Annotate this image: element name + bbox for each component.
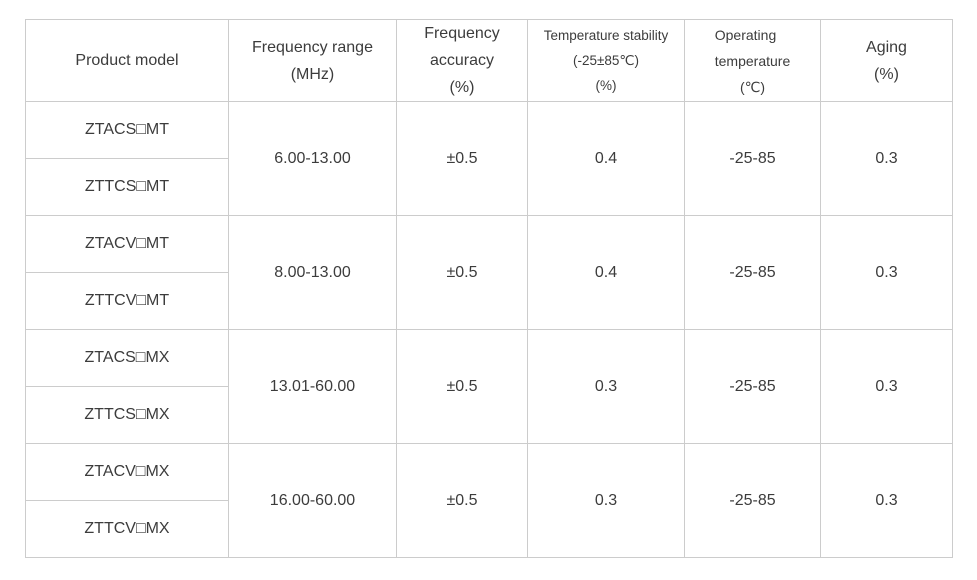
col-header-temperature-stability: Temperature stability (-25±85℃) (%)	[527, 19, 685, 102]
product-model-cell: ZTTCV□MX	[25, 500, 229, 558]
operating-temperature-cell: -25-85	[684, 329, 821, 444]
header-line: (MHz)	[290, 65, 335, 83]
product-model-cell: ZTACV□MT	[25, 215, 229, 273]
operating-temperature-cell: -25-85	[684, 101, 821, 216]
product-model-cell: ZTACV□MX	[25, 443, 229, 501]
temperature-stability-cell: 0.4	[527, 101, 685, 216]
header-line: (%)	[449, 79, 475, 96]
table-row: ZTACV□MT 8.00-13.00 ±0.5 0.4 -25-85 0.3	[25, 215, 953, 330]
frequency-range-cell: 8.00-13.00	[228, 215, 397, 330]
product-model-cell: ZTACS□MT	[25, 101, 229, 159]
header-row: Product model Frequency range (MHz) Freq…	[25, 19, 953, 102]
aging-cell: 0.3	[820, 329, 953, 444]
table-row: ZTTCV□MX	[25, 500, 953, 558]
aging-cell: 0.3	[820, 215, 953, 330]
product-model-cell: ZTTCS□MT	[25, 158, 229, 216]
header-line: accuracy	[429, 52, 495, 69]
header-line: Operating	[714, 26, 777, 43]
frequency-accuracy-cell: ±0.5	[396, 101, 528, 216]
col-header-frequency-accuracy: Frequency accuracy (%)	[396, 19, 528, 102]
header-line: Frequency	[424, 25, 500, 42]
aging-cell: 0.3	[820, 443, 953, 558]
header-line: (%)	[874, 65, 899, 83]
product-model-cell: ZTTCS□MX	[25, 386, 229, 444]
header-line: Product model	[75, 52, 179, 69]
aging-cell: 0.3	[820, 101, 953, 216]
col-header-aging: Aging (%)	[820, 19, 953, 102]
header-line: Frequency range	[252, 38, 373, 56]
col-header-product-model: Product model	[25, 19, 229, 102]
product-model-cell: ZTTCV□MT	[25, 272, 229, 330]
header-line: (-25±85℃)	[572, 53, 640, 68]
table-row: ZTTCV□MT	[25, 272, 953, 330]
frequency-range-cell: 13.01-60.00	[228, 329, 397, 444]
operating-temperature-cell: -25-85	[684, 443, 821, 558]
header-line: temperature	[714, 52, 791, 69]
table-row: ZTACV□MX 16.00-60.00 ±0.5 0.3 -25-85 0.3	[25, 443, 953, 558]
header-line: (℃)	[739, 78, 766, 95]
table-body: ZTACS□MT 6.00-13.00 ±0.5 0.4 -25-85 0.3 ZTTCS□…	[25, 101, 953, 558]
temperature-stability-cell: 0.3	[527, 443, 685, 558]
frequency-range-cell: 6.00-13.00	[228, 101, 397, 216]
table-row: ZTACS□MX 13.01-60.00 ±0.5 0.3 -25-85 0.3	[25, 329, 953, 444]
operating-temperature-cell: -25-85	[684, 215, 821, 330]
table-row: ZTTCS□MT	[25, 158, 953, 216]
table-row: ZTACS□MT 6.00-13.00 ±0.5 0.4 -25-85 0.3	[25, 101, 953, 216]
header-text-block: Operating temperature (℃)	[715, 22, 790, 100]
frequency-accuracy-cell: ±0.5	[396, 329, 528, 444]
col-header-frequency-range: Frequency range (MHz)	[228, 19, 397, 102]
temperature-stability-cell: 0.3	[527, 329, 685, 444]
col-header-operating-temperature: Operating temperature (℃)	[684, 19, 821, 102]
frequency-range-cell: 16.00-60.00	[228, 443, 397, 558]
product-model-cell: ZTACS□MX	[25, 329, 229, 387]
temperature-stability-cell: 0.4	[527, 215, 685, 330]
header-line: Aging	[866, 38, 907, 56]
product-spec-table: Product model Frequency range (MHz) Freq…	[25, 19, 953, 558]
header-line: (%)	[595, 78, 617, 93]
stray-dot: .	[643, 8, 648, 25]
frequency-accuracy-cell: ±0.5	[396, 215, 528, 330]
table-row: ZTTCS□MX	[25, 386, 953, 444]
frequency-accuracy-cell: ±0.5	[396, 443, 528, 558]
header-line: Temperature stability	[543, 28, 669, 43]
